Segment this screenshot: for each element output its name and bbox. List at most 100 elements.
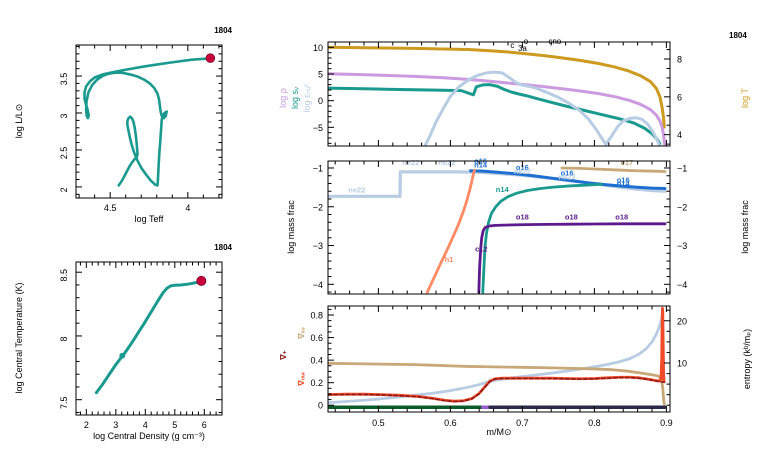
grad-star-label: ∇₊ xyxy=(279,350,288,361)
hr-model-number: 1804 xyxy=(214,26,232,35)
isotope-label: o16 xyxy=(617,175,630,184)
burning-zone-label: c xyxy=(510,41,514,50)
entropy-ylabel: entropy (kᵇ/mₚ) xyxy=(742,329,752,389)
axis-tick-label: 6 xyxy=(202,420,207,430)
axis-tick-label: 8.5 xyxy=(59,269,69,282)
axis-tick-label: 5 xyxy=(172,420,177,430)
hr-xlabel: log Teff xyxy=(135,214,164,224)
profile-gradient-svg[interactable]: 0.5 0.6 0.7 0.8 0.9 0.8 0.6 0.4 0.2 0 20 10 m/M⊙ en… xyxy=(279,295,766,460)
axis-tick-label: 20 xyxy=(677,316,687,326)
axis-tick-label: 0 xyxy=(318,401,323,411)
current-model-marker xyxy=(205,53,216,63)
hr-ylabel: log L/L⊙ xyxy=(14,104,24,139)
central-track-group xyxy=(94,275,207,395)
hr-diagram-panel: 1804 4.5 4 3.5 3 2.5 2 log Teff log L/L⊙ xyxy=(0,0,290,230)
central-ylabel: log Central Temperature (K) xyxy=(14,283,24,394)
isotope-label: ne22 xyxy=(348,185,365,194)
axis-tick-label: 2 xyxy=(59,187,69,192)
abundance-ylabel-right: log mass frac xyxy=(740,200,750,254)
isotope-label: o18 xyxy=(516,213,529,222)
grad-ad-label: ∇ₐₔ xyxy=(297,327,306,339)
current-model-marker xyxy=(196,275,207,286)
axis-tick-label: 0.4 xyxy=(310,356,323,366)
grad-rad-label: ∇ᵣₐₔ xyxy=(297,372,306,386)
isotope-label: o16 xyxy=(561,169,574,178)
axis-tick-label: 0.2 xyxy=(310,378,323,388)
isotope-label: o18 xyxy=(565,213,578,222)
isotope-label: ne22 xyxy=(438,158,455,167)
axis-tick-label: −2 xyxy=(677,202,687,212)
axis-tick-label: 7.5 xyxy=(59,396,69,409)
axis-tick-label: 3 xyxy=(113,420,118,430)
central-xlabel: log Central Density (g cm⁻³) xyxy=(93,431,205,441)
isotope-label: h1 xyxy=(445,255,454,264)
axis-tick-label: −3 xyxy=(677,241,687,251)
axis-tick-label: 4 xyxy=(677,130,682,140)
axis-tick-label: 0.8 xyxy=(588,418,601,428)
axis-tick-label: 4 xyxy=(143,420,148,430)
profile-gradient-frame xyxy=(327,305,671,413)
axis-tick-label: 0.9 xyxy=(660,418,673,428)
axis-tick-label: 2 xyxy=(84,420,89,430)
log-snu-axis-label: log sᵥ xyxy=(290,87,300,109)
isotope-label: c12 xyxy=(475,244,488,253)
gradient-xlabel: m/M⊙ xyxy=(486,427,511,437)
track-waypoint-marker xyxy=(119,352,126,359)
axis-tick-label: 0.8 xyxy=(310,311,323,321)
axis-tick-label: 0 xyxy=(318,96,323,106)
axis-tick-label: 8 xyxy=(677,55,682,65)
hr-track-group xyxy=(83,53,216,187)
central-conditions-svg[interactable]: 1804 2 3 4 5 6 8.5 8 7.5 log Central Density (g… xyxy=(0,228,290,460)
profile-top-curves xyxy=(328,45,667,146)
isotope-label: n14 xyxy=(496,185,510,194)
isotope-label: o16 xyxy=(516,163,529,172)
abundance-curves xyxy=(328,166,667,294)
gradient-curves xyxy=(328,306,667,409)
isotope-label: o17 xyxy=(620,158,633,167)
axis-tick-label: 4 xyxy=(185,203,190,213)
isotope-label: ne22 xyxy=(514,167,531,176)
axis-tick-label: 2.5 xyxy=(59,147,69,160)
axis-tick-label: 6 xyxy=(677,92,682,102)
axis-tick-label: −1 xyxy=(313,163,323,173)
isotope-label: ne22 xyxy=(402,158,419,167)
profile-gradient-panel: 0.5 0.6 0.7 0.8 0.9 0.8 0.6 0.4 0.2 0 20 10 m/M⊙ en… xyxy=(279,295,766,460)
axis-tick-label: 10 xyxy=(313,43,323,53)
axis-tick-label: −1 xyxy=(677,163,687,173)
axis-tick-label: 3 xyxy=(59,113,69,118)
axis-tick-label: 0.6 xyxy=(444,418,457,428)
isotope-label: ne22 xyxy=(558,173,575,182)
axis-tick-label: −3 xyxy=(313,241,323,251)
axis-tick-label: 3.5 xyxy=(59,73,69,86)
axis-tick-label: 0.7 xyxy=(516,418,529,428)
isotope-label: o18 xyxy=(615,213,628,222)
log-T-axis-label: log T xyxy=(740,88,750,108)
central-conditions-panel: 1804 2 3 4 5 6 8.5 8 7.5 log Central Density (g… xyxy=(0,228,290,460)
profile-top-model-number: 1804 xyxy=(729,31,747,40)
log-rho-axis-label: log ρ xyxy=(278,88,288,108)
hr-frame xyxy=(75,44,223,199)
abundance-ylabel-left: log mass frac xyxy=(286,200,296,254)
profile-top-frame xyxy=(327,41,671,147)
axis-tick-label: 0.6 xyxy=(310,333,323,343)
axis-tick-label: −5 xyxy=(313,123,323,133)
profile-top-panel: 1804 o cno c 3a 10 5 0 −5 8 6 4 log ρ log sᵥ log ε… xyxy=(278,0,766,155)
axis-tick-label: 10 xyxy=(677,359,687,369)
axis-tick-label: −4 xyxy=(313,280,323,290)
axis-tick-label: −4 xyxy=(677,280,687,290)
profile-abundance-frame xyxy=(327,160,671,295)
axis-tick-label: 4.5 xyxy=(104,203,117,213)
central-model-number: 1804 xyxy=(214,243,232,252)
axis-tick-label: 0.5 xyxy=(372,418,385,428)
hr-diagram-svg[interactable]: 1804 4.5 4 3.5 3 2.5 2 log Teff log L/L⊙ xyxy=(0,0,290,230)
axis-tick-label: −2 xyxy=(313,202,323,212)
log-epsnuc-axis-label: log εₙᵤᶜ xyxy=(302,84,312,113)
central-frame xyxy=(75,261,223,416)
burning-zone-label: 3a xyxy=(518,44,527,53)
axis-tick-label: 5 xyxy=(318,70,323,80)
isotope-label: n14 xyxy=(617,179,631,188)
